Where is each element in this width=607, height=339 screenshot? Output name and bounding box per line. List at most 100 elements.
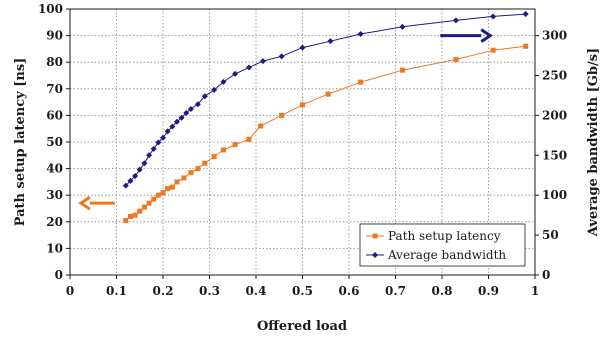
right-y-tick-label: 50 (542, 228, 559, 242)
latency-data-point (151, 196, 157, 202)
x-tick-label: 0.8 (432, 284, 453, 298)
left-y-tick-label: 50 (46, 135, 63, 149)
legend-latency-label: Path setup latency (388, 229, 501, 243)
bandwidth-data-point (136, 166, 143, 173)
bandwidth-data-point (155, 139, 162, 146)
latency-data-point (141, 204, 147, 210)
right-y-tick-label: 200 (542, 108, 567, 122)
left-y-axis: 0 10 20 30 40 50 60 70 80 90 100 (38, 2, 70, 282)
left-y-tick-label: 40 (46, 162, 63, 176)
bandwidth-data-point (122, 182, 129, 189)
x-tick-label: 0.9 (478, 284, 499, 298)
legend-latency-marker (372, 233, 378, 239)
bandwidth-data-point (178, 114, 185, 121)
latency-data-point (279, 112, 285, 118)
bandwidth-data-point (150, 145, 157, 152)
left-y-tick-label: 70 (46, 82, 63, 96)
latency-data-point (195, 166, 201, 172)
x-tick-label: 0.4 (246, 284, 267, 298)
latency-data-point (325, 91, 331, 97)
right-y-tick-label: 0 (542, 268, 550, 282)
right-y-tick-label: 100 (542, 188, 567, 202)
latency-data-point (202, 160, 208, 166)
bandwidth-data-point (452, 17, 459, 24)
legend: Path setup latency Average bandwidth (359, 223, 526, 267)
bandwidth-data-point (194, 101, 201, 108)
x-tick-label: 0.7 (385, 284, 406, 298)
bandwidth-data-point (327, 38, 334, 45)
left-y-tick-label: 0 (55, 268, 63, 282)
latency-data-point (127, 213, 133, 219)
latency-data-point (211, 154, 217, 160)
left-y-tick-label: 90 (46, 29, 63, 43)
direction-arrows (78, 28, 493, 211)
bandwidth-data-point (357, 31, 364, 38)
latency-data-point (137, 208, 143, 214)
latency-data-point (523, 43, 529, 49)
latency-data-point (490, 47, 496, 53)
left-y-tick-label: 20 (46, 215, 63, 229)
bandwidth-data-point (187, 106, 194, 113)
x-axis-label: Offered load (257, 319, 347, 334)
latency-data-point (181, 175, 187, 181)
bandwidth-data-point (232, 70, 239, 77)
left-arrow-head (78, 195, 91, 211)
left-y-tick-label: 30 (46, 188, 63, 202)
latency-data-point (399, 67, 405, 73)
bandwidth-data-point (299, 44, 306, 51)
legend-box (359, 223, 526, 267)
left-y-tick-label: 80 (46, 55, 63, 69)
bandwidth-data-point (183, 110, 190, 117)
latency-data-point (160, 190, 166, 196)
latency-data-point (300, 102, 305, 108)
right-y-tick-label: 150 (542, 148, 567, 162)
bandwidth-data-point (201, 93, 208, 100)
left-y-tick-label: 60 (46, 108, 63, 122)
bandwidth-data-point (211, 86, 218, 93)
latency-data-point (188, 170, 194, 176)
x-tick-label: 0.5 (292, 284, 313, 298)
latency-data-point (132, 212, 138, 218)
latency-data-point (169, 184, 175, 190)
x-tick-label: 0.2 (153, 284, 174, 298)
series-layer (122, 11, 529, 223)
bandwidth-data-point (220, 78, 227, 85)
bandwidth-data-point (146, 152, 153, 159)
bandwidth-data-point (141, 160, 148, 167)
right-arrow-head (480, 28, 493, 43)
right-y-axis-label: Average bandwidth [Gb/s] (586, 48, 601, 237)
left-y-tick-label: 100 (38, 2, 63, 16)
bandwidth-data-point (490, 13, 497, 20)
right-y-tick-label: 250 (542, 68, 567, 82)
bandwidth-data-point (169, 123, 176, 130)
bandwidth-data-point (399, 23, 406, 30)
bandwidth-data-point (127, 177, 134, 184)
legend-bandwidth-label: Average bandwidth (387, 248, 506, 262)
latency-data-point (174, 179, 180, 185)
x-tick-label: 0.3 (199, 284, 220, 298)
x-tick-label: 0.6 (339, 284, 360, 298)
latency-data-point (220, 147, 226, 153)
legend-bandwidth-marker (372, 252, 378, 258)
x-tick-label: 0 (66, 284, 74, 298)
left-y-axis-label: Path setup latency [ns] (13, 58, 28, 227)
right-y-tick-label: 300 (542, 29, 567, 43)
left-y-tick-label: 10 (46, 241, 63, 255)
bandwidth-data-point (278, 53, 285, 60)
bandwidth-data-point (522, 11, 529, 18)
bandwidth-data-point (173, 118, 180, 125)
x-tick-label: 0.1 (106, 284, 127, 298)
x-axis: 0 0.1 0.2 0.3 0.4 0.5 0.6 0.7 0.8 0.9 1 (66, 275, 539, 298)
bandwidth-data-point (246, 64, 253, 71)
bandwidth-data-point (132, 173, 139, 180)
latency-data-point (246, 136, 252, 142)
right-y-axis: 0 50 100 150 200 250 300 (535, 29, 567, 282)
latency-data-point (453, 57, 459, 63)
latency-data-point (155, 192, 161, 198)
latency-data-point (146, 200, 152, 206)
latency-data-point (123, 217, 129, 223)
latency-data-point (358, 79, 364, 85)
x-tick-label: 1 (531, 284, 539, 298)
latency-data-point (258, 123, 264, 129)
latency-data-point (232, 142, 238, 148)
